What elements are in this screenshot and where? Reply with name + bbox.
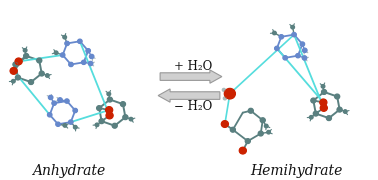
Circle shape: [106, 112, 113, 119]
Circle shape: [225, 88, 235, 99]
Circle shape: [54, 51, 58, 55]
Circle shape: [97, 106, 102, 111]
Circle shape: [245, 139, 250, 143]
Circle shape: [300, 42, 305, 46]
Circle shape: [90, 54, 94, 58]
Circle shape: [69, 62, 73, 67]
Text: Hemihydrate: Hemihydrate: [250, 164, 343, 178]
Circle shape: [37, 58, 42, 63]
Circle shape: [121, 102, 125, 107]
Circle shape: [56, 122, 60, 126]
Circle shape: [291, 25, 294, 29]
Circle shape: [327, 116, 332, 120]
Circle shape: [292, 33, 296, 37]
Circle shape: [302, 48, 307, 52]
FancyArrow shape: [160, 70, 222, 83]
Circle shape: [337, 107, 342, 112]
Circle shape: [28, 80, 34, 84]
Circle shape: [23, 49, 27, 52]
Circle shape: [344, 110, 347, 113]
Circle shape: [60, 53, 65, 57]
Circle shape: [95, 123, 99, 127]
Circle shape: [260, 118, 265, 123]
Circle shape: [86, 49, 90, 53]
Circle shape: [88, 61, 93, 66]
Circle shape: [77, 39, 82, 43]
Circle shape: [52, 101, 56, 105]
Circle shape: [302, 56, 307, 60]
FancyArrow shape: [158, 89, 220, 102]
Circle shape: [275, 46, 279, 50]
Circle shape: [223, 97, 226, 100]
Circle shape: [310, 116, 313, 119]
Circle shape: [15, 75, 20, 80]
Circle shape: [65, 99, 69, 103]
Circle shape: [15, 58, 22, 65]
Circle shape: [311, 98, 316, 103]
Circle shape: [320, 105, 327, 111]
Circle shape: [283, 56, 287, 60]
Circle shape: [296, 54, 300, 58]
Text: Anhydrate: Anhydrate: [32, 164, 105, 178]
Circle shape: [230, 127, 235, 132]
Circle shape: [68, 120, 73, 124]
Circle shape: [248, 108, 253, 113]
Circle shape: [65, 41, 69, 46]
Circle shape: [335, 94, 340, 99]
Circle shape: [13, 62, 18, 67]
Circle shape: [10, 68, 17, 74]
Circle shape: [321, 85, 325, 88]
Circle shape: [123, 115, 128, 120]
Circle shape: [265, 124, 268, 128]
Circle shape: [313, 111, 318, 116]
Circle shape: [322, 90, 327, 94]
Circle shape: [73, 108, 77, 112]
Circle shape: [73, 125, 77, 129]
Circle shape: [58, 98, 62, 102]
Circle shape: [279, 35, 284, 39]
Circle shape: [258, 131, 263, 136]
Circle shape: [45, 74, 49, 77]
Circle shape: [320, 99, 327, 106]
Circle shape: [48, 95, 53, 100]
Circle shape: [107, 97, 112, 102]
Circle shape: [48, 113, 52, 117]
Circle shape: [222, 88, 225, 91]
Circle shape: [63, 124, 67, 127]
Circle shape: [107, 92, 111, 96]
Circle shape: [82, 60, 86, 64]
Circle shape: [24, 54, 29, 58]
Circle shape: [112, 123, 117, 128]
Circle shape: [12, 80, 15, 83]
Circle shape: [39, 71, 44, 76]
Circle shape: [273, 31, 276, 35]
Circle shape: [99, 119, 104, 123]
Circle shape: [239, 147, 246, 154]
Circle shape: [222, 121, 228, 127]
Text: − H₂O: − H₂O: [174, 100, 212, 113]
Circle shape: [63, 35, 67, 39]
Text: + H₂O: + H₂O: [174, 60, 212, 73]
Circle shape: [129, 117, 133, 121]
Circle shape: [106, 107, 113, 113]
Circle shape: [267, 130, 270, 134]
